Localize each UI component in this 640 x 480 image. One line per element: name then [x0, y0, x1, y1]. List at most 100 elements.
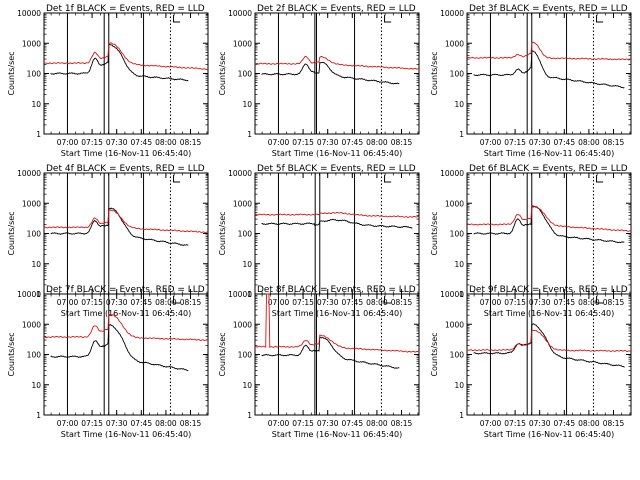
- panel-title: Det 7f BLACK = Events, RED = LLD: [46, 285, 205, 295]
- x-axis-label: Start Time (16-Nov-11 06:45:40): [484, 309, 614, 318]
- step-marker: [173, 15, 181, 23]
- x-tick-label: 07:00: [57, 138, 79, 147]
- series-line-lld: [254, 55, 420, 70]
- x-tick-label: 07:45: [341, 419, 363, 428]
- x-tick-label: 07:15: [81, 419, 103, 428]
- step-marker: [384, 296, 392, 304]
- y-tick-label: 10: [31, 260, 41, 269]
- series-line-events: [473, 323, 625, 368]
- panel-2: Det 2f BLACK = Events, RED = LLD 1 10 100 10…: [218, 4, 420, 158]
- x-tick-label: 07:15: [81, 138, 103, 147]
- x-tick-label: 07:30: [317, 419, 339, 428]
- y-axis-label: Counts/sec: [430, 211, 439, 255]
- x-tick-label: 07:30: [317, 298, 339, 307]
- y-tick-label: 1: [247, 290, 252, 299]
- y-tick-label: 10000: [17, 9, 41, 18]
- x-axis-label: Start Time (16-Nov-11 06:45:40): [484, 149, 614, 158]
- x-tick-label: 07:30: [106, 298, 128, 307]
- y-axis-label: Counts/sec: [430, 51, 439, 95]
- x-tick-label: 07:45: [130, 298, 152, 307]
- x-tick-label: 07:15: [292, 298, 314, 307]
- x-tick-label: 08:00: [366, 298, 388, 307]
- x-axis-label: Start Time (16-Nov-11 06:45:40): [272, 430, 402, 439]
- plot-frame: [254, 172, 420, 295]
- x-axis-label: Start Time (16-Nov-11 06:45:40): [61, 430, 191, 439]
- y-axis-label: Counts/sec: [7, 211, 16, 255]
- panel-title: Det 2f BLACK = Events, RED = LLD: [257, 4, 416, 14]
- y-tick-label: 10: [31, 100, 41, 109]
- x-tick-label: 07:00: [268, 138, 290, 147]
- panel-9: Det 9f BLACK = Events, RED = LLD11010010…: [430, 285, 632, 439]
- series-line-lld: [254, 211, 420, 218]
- x-tick-label: 08:00: [366, 138, 388, 147]
- x-tick-label: 08:00: [155, 138, 177, 147]
- series-line-events: [50, 323, 189, 372]
- y-tick-label: 1000: [22, 199, 41, 208]
- y-tick-label: 1000: [22, 320, 41, 329]
- y-tick-label: 100: [450, 230, 465, 239]
- y-axis-label: Counts/sec: [7, 332, 16, 376]
- x-tick-label: 08:15: [391, 298, 413, 307]
- y-tick-label: 1: [247, 130, 252, 139]
- x-tick-label: 07:45: [130, 419, 152, 428]
- step-marker: [173, 296, 181, 304]
- x-tick-label: 08:15: [603, 298, 625, 307]
- series-line-events: [473, 205, 625, 244]
- panel-title: Det 9f BLACK = Events, RED = LLD: [469, 285, 628, 295]
- x-tick-label: 07:30: [106, 138, 128, 147]
- series-line-events: [50, 43, 189, 82]
- series-line-lld: [44, 313, 209, 341]
- series-line-events: [50, 207, 189, 246]
- step-marker: [173, 175, 181, 183]
- x-tick-label: 07:15: [292, 138, 314, 147]
- panel-title: Det 8f BLACK = Events, RED = LLD: [257, 285, 416, 295]
- y-tick-label: 1000: [233, 39, 252, 48]
- x-tick-label: 07:30: [529, 138, 551, 147]
- x-tick-label: 07:00: [480, 419, 502, 428]
- y-tick-label: 100: [238, 70, 253, 79]
- plot-frame: [466, 12, 632, 135]
- y-tick-label: 1000: [445, 320, 464, 329]
- x-tick-label: 08:15: [180, 298, 202, 307]
- x-tick-label: 07:15: [81, 298, 103, 307]
- x-tick-label: 08:15: [391, 419, 413, 428]
- y-axis-label: Counts/sec: [430, 332, 439, 376]
- x-tick-label: 07:00: [57, 419, 79, 428]
- x-tick-label: 07:00: [480, 138, 502, 147]
- x-axis-label: Start Time (16-Nov-11 06:45:40): [61, 149, 191, 158]
- step-marker: [384, 15, 392, 23]
- x-tick-label: 07:15: [504, 298, 526, 307]
- panel-8: Det 8f BLACK = Events, RED = LLD11010010…: [218, 285, 420, 439]
- y-tick-label: 100: [27, 70, 42, 79]
- x-tick-label: 07:30: [529, 419, 551, 428]
- panel-title: Det 4f BLACK = Events, RED = LLD: [46, 164, 205, 174]
- y-tick-label: 1: [459, 130, 464, 139]
- x-tick-label: 07:15: [504, 419, 526, 428]
- series-line-lld: [43, 42, 209, 70]
- y-tick-label: 1000: [445, 39, 464, 48]
- y-tick-label: 10000: [17, 290, 41, 299]
- step-marker: [596, 175, 604, 183]
- plot-frame: [466, 172, 632, 295]
- x-axis-label: Start Time (16-Nov-11 06:45:40): [272, 309, 402, 318]
- series-line-lld: [466, 204, 632, 232]
- y-tick-label: 1000: [22, 39, 41, 48]
- series-line-lld: [254, 293, 420, 353]
- x-tick-label: 07:30: [106, 419, 128, 428]
- y-tick-label: 10: [242, 100, 252, 109]
- x-tick-label: 08:00: [155, 298, 177, 307]
- x-tick-label: 07:45: [130, 138, 152, 147]
- panel-1: Det 1f BLACK = Events, RED = LLD 1 10 100 10…: [7, 4, 209, 158]
- y-tick-label: 10: [242, 260, 252, 269]
- series-line-events: [261, 336, 400, 369]
- x-tick-label: 07:45: [341, 298, 363, 307]
- y-tick-label: 10000: [228, 9, 252, 18]
- y-tick-label: 100: [27, 351, 42, 360]
- series-line-lld: [466, 41, 631, 61]
- x-tick-label: 07:45: [341, 138, 363, 147]
- x-tick-label: 07:15: [292, 419, 314, 428]
- y-tick-label: 1000: [233, 199, 252, 208]
- y-tick-label: 100: [27, 230, 42, 239]
- series-line-lld: [466, 329, 632, 353]
- x-tick-label: 07:45: [553, 419, 575, 428]
